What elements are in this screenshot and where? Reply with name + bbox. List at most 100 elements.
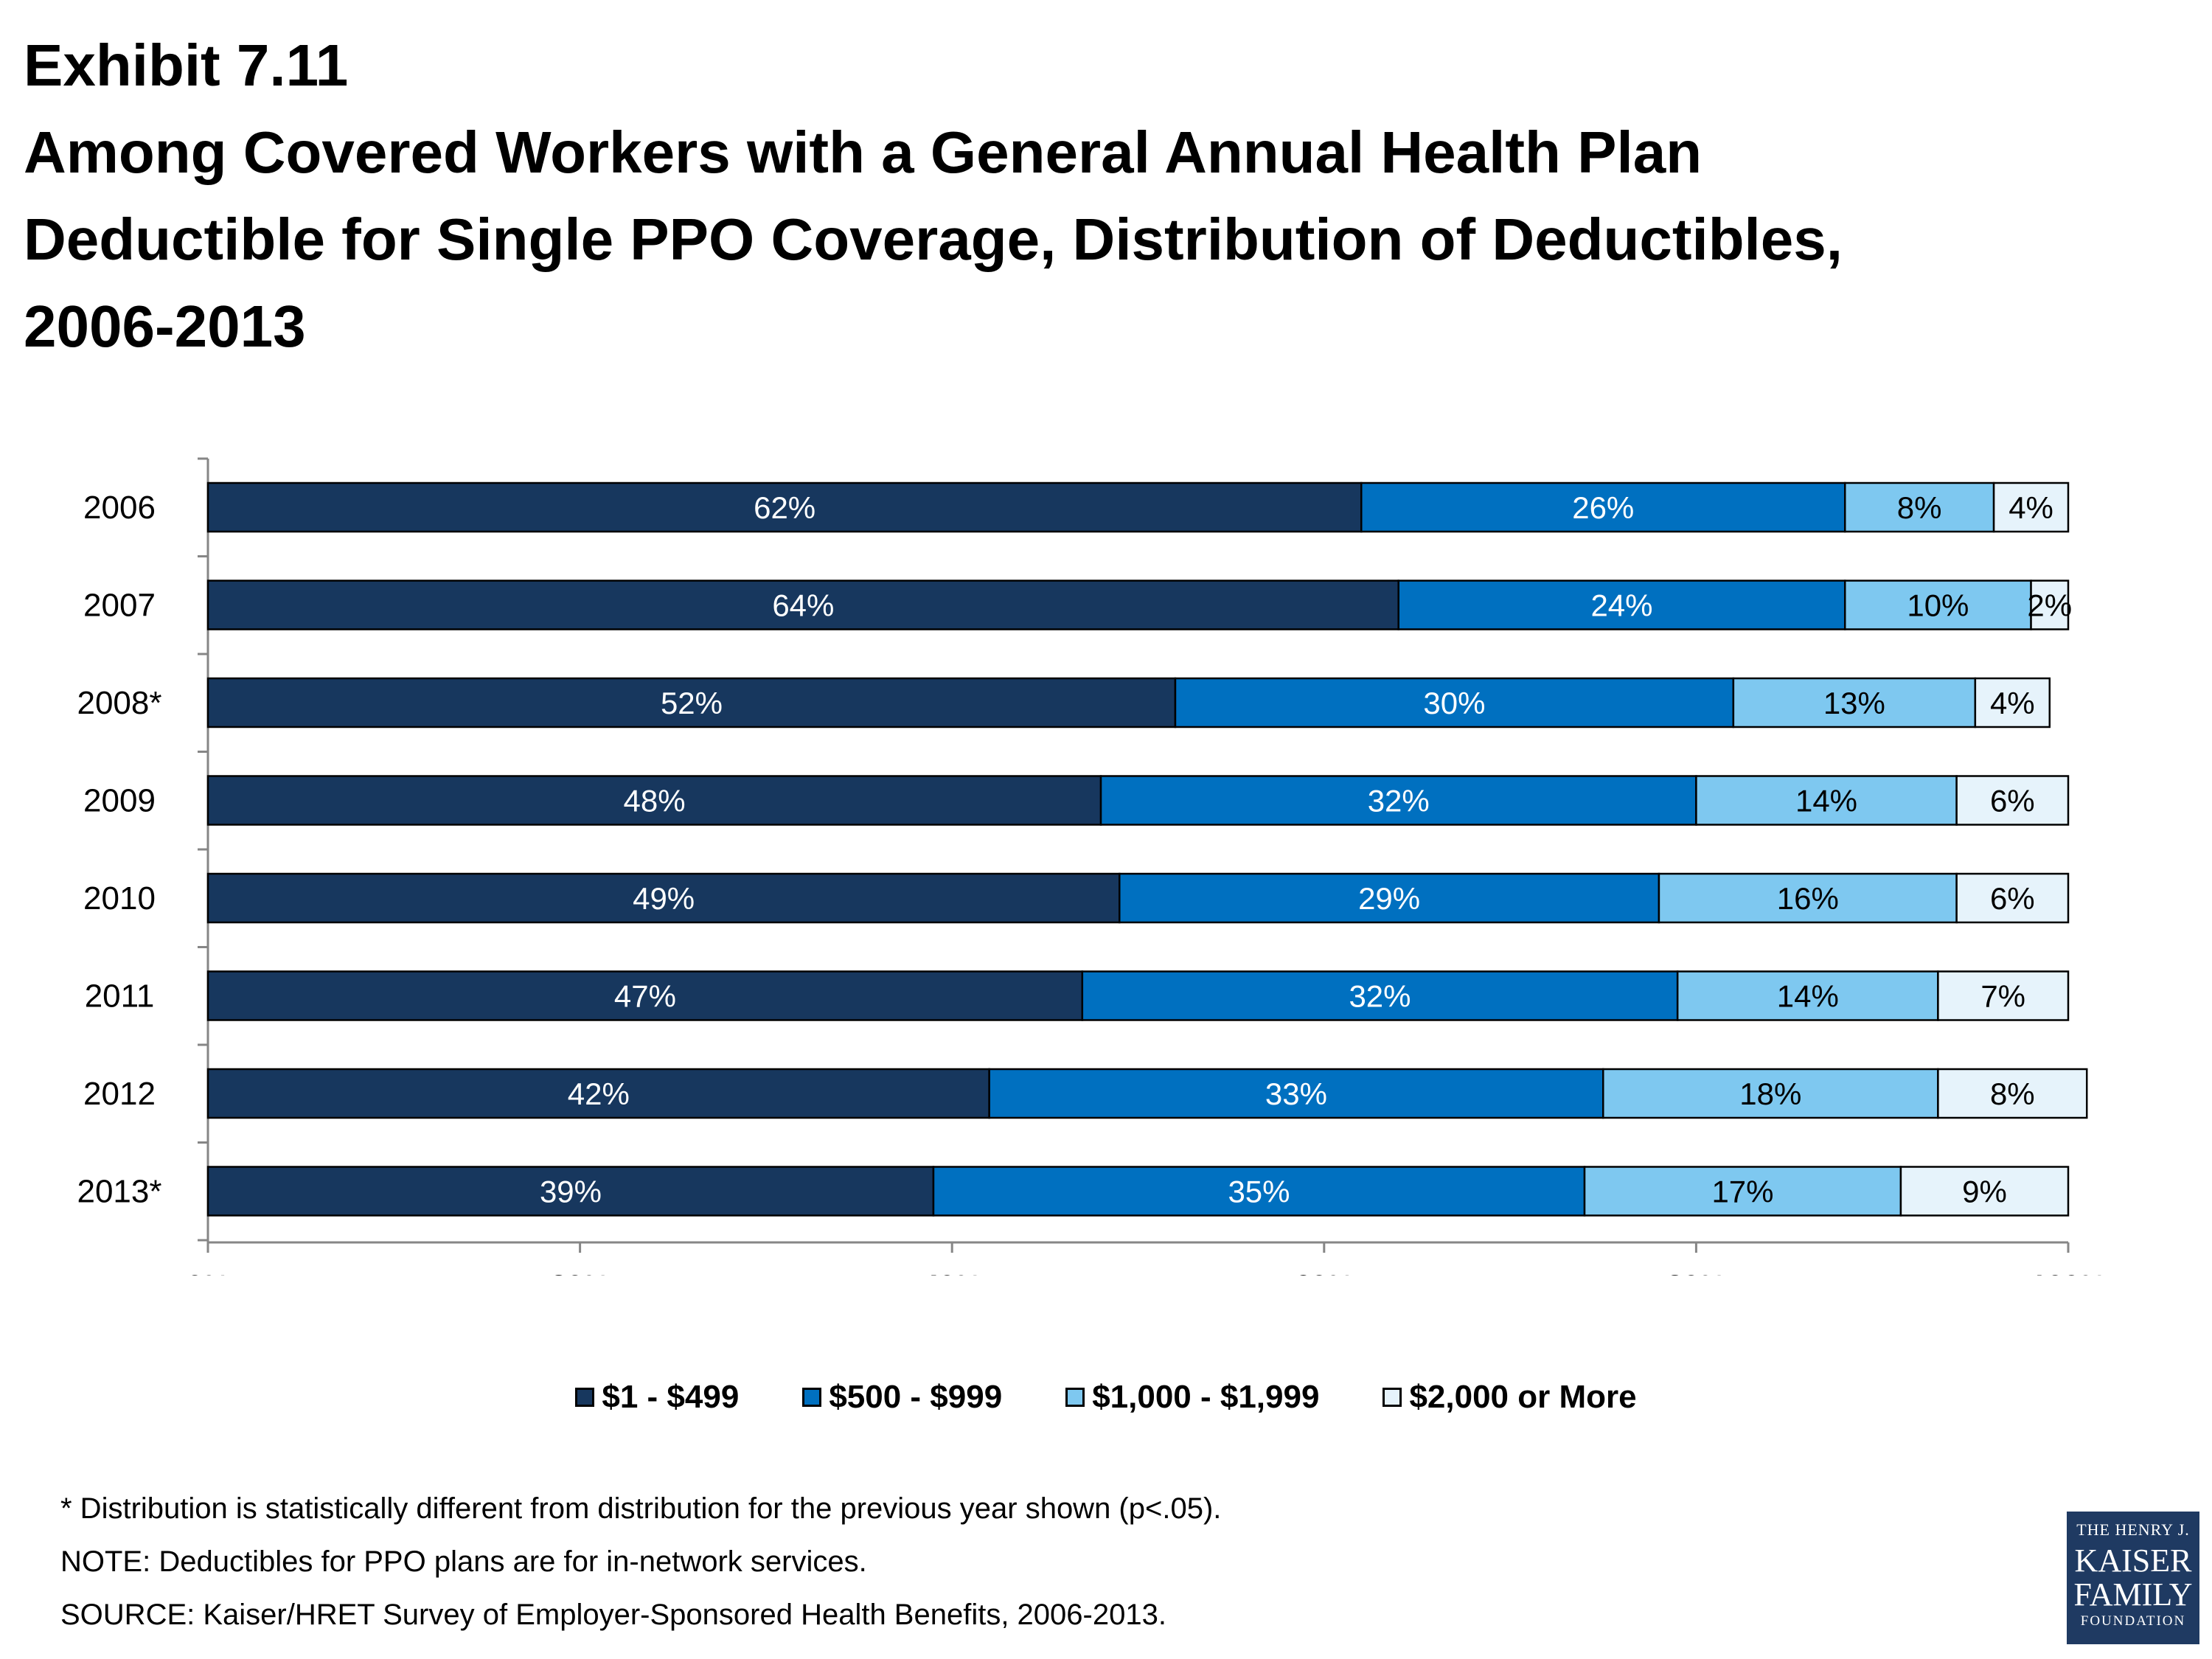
data-label: 47% (614, 979, 676, 1014)
source-text: SOURCE: Kaiser/HRET Survey of Employer-S… (60, 1599, 1166, 1631)
x-tick-label: 60% (1295, 1270, 1354, 1276)
legend-item: $500 - $999 (802, 1379, 1002, 1416)
data-label: 32% (1368, 784, 1430, 818)
legend-swatch (1065, 1388, 1085, 1407)
bar-segment (1843, 481, 1995, 533)
x-tick-label: 0% (187, 1270, 229, 1276)
bar-segment (1397, 580, 1846, 630)
category-label: 2012 (83, 1076, 156, 1112)
category-label: 2010 (83, 880, 156, 917)
legend-item: $1 - $499 (575, 1379, 739, 1416)
bar-segment (988, 1068, 1604, 1119)
x-tick-label: 100% (2031, 1270, 2106, 1276)
chart-svg: 0% 20% 40% 60% 80% 100% 2006 62% 26% 8% 4% 2007 64% 2… (77, 457, 2106, 1276)
data-label: 16% (1777, 881, 1839, 916)
data-label: 13% (1823, 686, 1885, 720)
legend-swatch (575, 1388, 595, 1407)
legend-swatch (1382, 1388, 1402, 1407)
bar-segment (1119, 872, 1660, 924)
category-label: 2013* (77, 1174, 161, 1210)
data-label: 49% (633, 881, 695, 916)
notes: * Distribution is statistically differen… (60, 1482, 1221, 1641)
title-block: Exhibit 7.11 Among Covered Workers with … (24, 22, 2162, 370)
bar-segment (206, 677, 1177, 728)
legend-label: $2,000 or More (1409, 1379, 1637, 1415)
x-tick-label: 40% (922, 1270, 981, 1276)
data-label: 29% (1358, 881, 1420, 916)
bar-segment (1899, 1166, 2070, 1217)
data-label: 42% (568, 1077, 630, 1111)
bar-segment (1937, 970, 2070, 1021)
bar-segment (1955, 872, 2070, 924)
bar-segment (1081, 970, 1679, 1021)
legend-label: $1,000 - $1,999 (1092, 1379, 1320, 1415)
bar-segment (1732, 677, 1977, 728)
data-label: 35% (1228, 1175, 1290, 1209)
data-label: 24% (1590, 588, 1652, 623)
logo-line-3: FAMILY (2073, 1576, 2193, 1613)
kff-logo: THE HENRY J. KAISER FAMILY FOUNDATION (2067, 1512, 2199, 1644)
data-label: 6% (1990, 784, 2035, 818)
x-tick-label: 20% (551, 1270, 610, 1276)
data-label: 8% (1990, 1077, 2035, 1111)
data-label: 8% (1897, 490, 1942, 525)
bar-segment (1583, 1166, 1902, 1217)
data-label: 14% (1777, 979, 1839, 1014)
legend: $1 - $499 $500 - $999 $1,000 - $1,999 $2,00… (0, 1379, 2212, 1416)
data-label: 18% (1739, 1077, 1801, 1111)
category-label: 2006 (83, 490, 156, 526)
bar-segment (1676, 970, 1939, 1021)
data-label: 26% (1572, 490, 1634, 525)
bar-segment (1174, 677, 1735, 728)
legend-swatch (802, 1388, 822, 1407)
bar-segment (1843, 580, 2032, 630)
legend-item: $1,000 - $1,999 (1065, 1379, 1319, 1416)
data-label: 7% (1980, 979, 2025, 1014)
bar-segment (206, 481, 1363, 533)
bar-segment (1937, 1068, 2088, 1119)
data-label: 14% (1795, 784, 1857, 818)
category-label: 2009 (83, 783, 156, 819)
data-label: 62% (754, 490, 815, 525)
note-text: NOTE: Deductibles for PPO plans are for … (60, 1545, 867, 1578)
bar-segment (206, 970, 1084, 1021)
bar-segment (1974, 677, 2051, 728)
bar-segment (206, 1166, 935, 1217)
legend-item: $2,000 or More (1382, 1379, 1637, 1416)
bar-segment (1602, 1068, 1939, 1119)
legend-label: $1 - $499 (602, 1379, 740, 1415)
category-label: 2007 (83, 588, 156, 624)
bar-segment (206, 1068, 990, 1119)
logo-line-1: THE HENRY J. (2076, 1520, 2190, 1539)
data-label: 10% (1907, 588, 1969, 623)
bar-segment (1992, 481, 2070, 533)
bar-segment (1658, 872, 1958, 924)
data-label: 32% (1349, 979, 1411, 1014)
data-label: 9% (1962, 1175, 2007, 1209)
bar-segment (1955, 775, 2070, 826)
bar-segment (1695, 775, 1958, 826)
chart-title: Among Covered Workers with a General Ann… (24, 119, 1843, 359)
data-label: 17% (1711, 1175, 1773, 1209)
bar-segment (2030, 580, 2070, 630)
bar-segment (206, 872, 1121, 924)
logo-line-4: FOUNDATION (2080, 1613, 2186, 1629)
logo-line-2: KAISER (2074, 1543, 2192, 1579)
data-label: 30% (1423, 686, 1485, 720)
x-tick-label: 80% (1666, 1270, 1725, 1276)
data-label: 64% (772, 588, 834, 623)
category-label: 2008* (77, 685, 161, 721)
data-label: 33% (1265, 1077, 1327, 1111)
data-label: 52% (661, 686, 723, 720)
data-label: 39% (540, 1175, 602, 1209)
data-label: 48% (623, 784, 685, 818)
data-label: 4% (2008, 490, 2053, 525)
data-label: 2% (2027, 588, 2072, 623)
data-label: 4% (1990, 686, 2035, 720)
exhibit-label: Exhibit 7.11 (24, 32, 349, 98)
category-label: 2011 (85, 978, 155, 1015)
footnote: * Distribution is statistically differen… (60, 1492, 1222, 1525)
legend-label: $500 - $999 (829, 1379, 1003, 1415)
data-label: 6% (1990, 881, 2035, 916)
stacked-bar-chart: 0% 20% 40% 60% 80% 100% 2006 62% 26% 8% 4% 2007 64% 2… (0, 442, 2212, 1276)
